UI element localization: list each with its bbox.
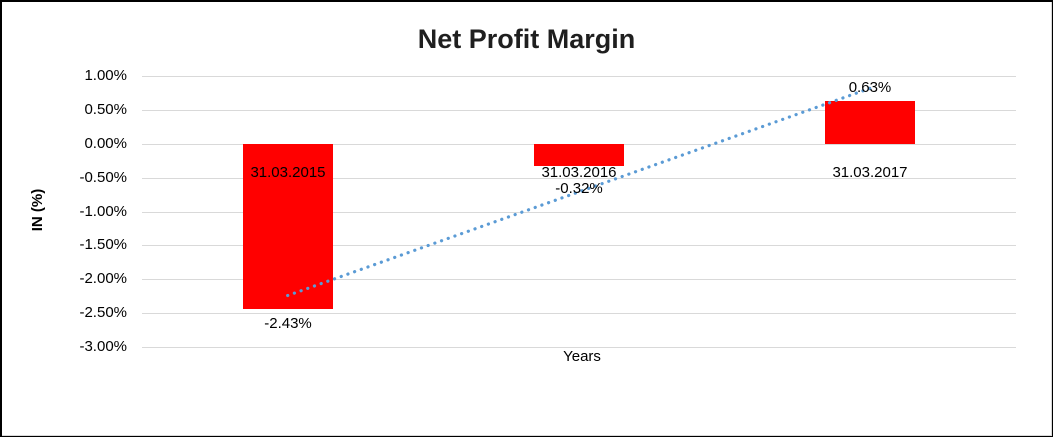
y-tick-label: 0.50%: [84, 101, 127, 118]
y-tick-label: -2.50%: [79, 304, 127, 321]
y-tick-label: -3.00%: [79, 338, 127, 355]
gridline: [142, 347, 1016, 348]
category-label: 31.03.2017: [832, 164, 908, 181]
y-tick-label: -2.00%: [79, 270, 127, 287]
y-tick-label: -1.50%: [79, 236, 127, 253]
data-label: -2.43%: [264, 315, 312, 332]
gridline: [142, 313, 1016, 314]
gridline: [142, 76, 1016, 77]
data-label: 0.63%: [848, 79, 892, 96]
y-tick-label: 1.00%: [84, 67, 127, 84]
category-label: 31.03.2015: [250, 164, 326, 181]
chart-title: Net Profit Margin: [417, 24, 636, 54]
bar-31.03.2017: [825, 101, 915, 144]
y-axis-title: IN (%): [29, 188, 46, 232]
y-tick-label: -0.50%: [79, 169, 127, 186]
bar-31.03.2016: [534, 144, 624, 166]
data-label: -0.32%: [555, 180, 603, 197]
category-label: 31.03.2016: [541, 164, 617, 181]
y-tick-label: 0.00%: [84, 135, 127, 152]
y-tick-label: -1.00%: [79, 203, 127, 220]
x-axis-title: Years: [563, 348, 601, 365]
